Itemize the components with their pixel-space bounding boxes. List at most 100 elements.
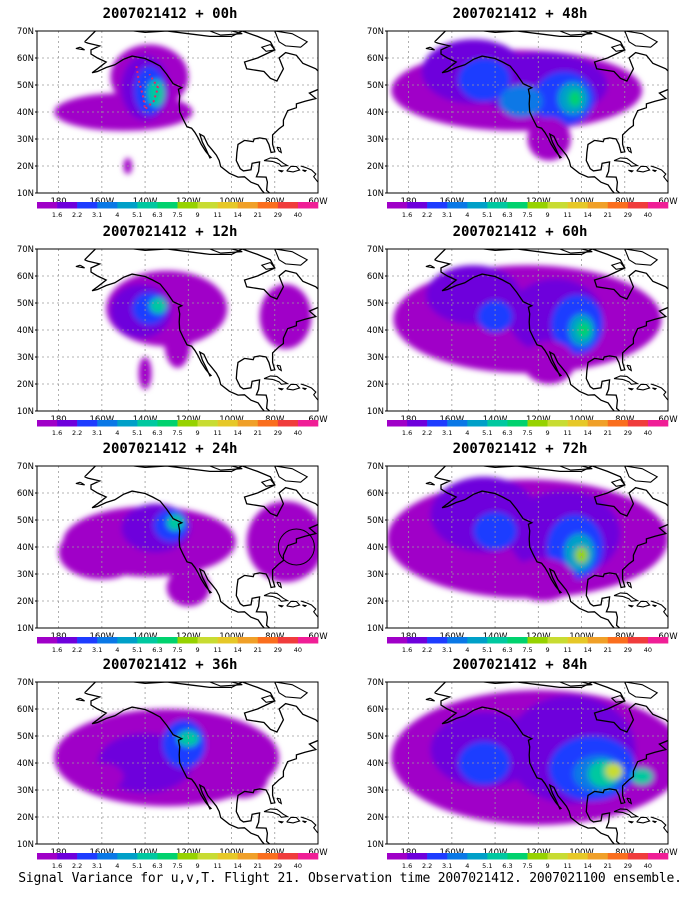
colorbar-label: 2.2 — [422, 429, 432, 437]
lat-tick-label: 10N — [17, 840, 34, 850]
lat-tick-label: 10N — [17, 189, 34, 199]
colorbar-label: 14 — [234, 211, 242, 219]
colorbar-swatch — [587, 853, 609, 860]
colorbar-swatch — [427, 853, 448, 860]
variance-contour — [477, 300, 513, 333]
lat-tick-label: 20N — [17, 380, 34, 390]
map-panel-24h: 2007021412 + 24h10N20N30N40N50N60N70N180… — [0, 441, 340, 656]
colorbar-swatch — [467, 202, 488, 209]
colorbar-label: 21 — [604, 429, 612, 437]
variance-contour — [246, 501, 318, 583]
colorbar-label: 3.1 — [92, 429, 102, 437]
lat-tick-label: 30N — [17, 570, 34, 580]
colorbar-label: 4 — [465, 211, 469, 219]
colorbar-swatch — [37, 202, 58, 209]
colorbar-swatch — [487, 202, 508, 209]
colorbar-label: 2.2 — [422, 646, 432, 654]
colorbar-label: 21 — [604, 646, 612, 654]
variance-contour — [216, 754, 269, 799]
panel-title: 2007021412 + 48h — [452, 6, 588, 22]
colorbar-label: 21 — [604, 211, 612, 219]
colorbar-label: 11 — [214, 862, 222, 870]
colorbar-swatch — [587, 202, 609, 209]
colorbar-label: 6.3 — [152, 429, 162, 437]
colorbar-swatch — [627, 853, 649, 860]
lat-tick-label: 50N — [367, 81, 384, 91]
colorbar-label: 9 — [196, 862, 200, 870]
lat-tick-label: 10N — [367, 189, 384, 199]
lat-tick-label: 50N — [367, 732, 384, 742]
colorbar-label: 29 — [624, 211, 632, 219]
colorbar-swatch — [157, 202, 178, 209]
colorbar-label: 40 — [644, 646, 652, 654]
lat-tick-label: 50N — [17, 299, 34, 309]
colorbar-swatch — [547, 202, 568, 209]
lat-tick-label: 10N — [17, 624, 34, 634]
colorbar-swatch — [137, 420, 158, 427]
lat-tick-label: 50N — [17, 732, 34, 742]
colorbar-swatch — [77, 637, 98, 644]
colorbar-swatch — [77, 202, 98, 209]
lat-tick-label: 40N — [17, 543, 34, 553]
colorbar-swatch — [547, 637, 568, 644]
lat-tick-label: 70N — [17, 462, 34, 472]
colorbar-label: 6.3 — [152, 211, 162, 219]
colorbar-label: 11 — [564, 646, 572, 654]
colorbar-swatch — [237, 853, 259, 860]
colorbar-swatch — [507, 202, 528, 209]
coastline — [84, 466, 318, 628]
colorbar-label: 4 — [115, 646, 119, 654]
lat-tick-label: 70N — [367, 462, 384, 472]
variance-map: 10N20N30N40N50N60N70N180160W140W120W100W… — [17, 245, 328, 437]
colorbar-label: 5.1 — [132, 646, 142, 654]
coastline — [84, 249, 318, 411]
lat-tick-label: 70N — [17, 678, 34, 688]
colorbar-swatch — [297, 202, 319, 209]
colorbar-label: 7.5 — [522, 646, 532, 654]
colorbar-swatch — [647, 420, 669, 427]
colorbar-swatch — [117, 202, 138, 209]
map-panel-84h: 2007021412 + 84h10N20N30N40N50N60N70N180… — [350, 657, 690, 872]
colorbar-swatch — [527, 202, 548, 209]
colorbar-label: 9 — [196, 646, 200, 654]
colorbar-swatch — [387, 202, 408, 209]
colorbar-swatch — [467, 637, 488, 644]
colorbar-swatch — [57, 420, 78, 427]
colorbar-swatch — [607, 853, 629, 860]
variance-contour — [80, 763, 124, 790]
panel-title: 2007021412 + 36h — [102, 657, 238, 673]
variance-contour — [458, 741, 511, 785]
colorbar-swatch — [117, 853, 138, 860]
variance-contour — [605, 763, 623, 780]
colorbar-label: 7.5 — [172, 429, 182, 437]
colorbar-swatch — [157, 637, 178, 644]
map-panel-72h: 2007021412 + 72h10N20N30N40N50N60N70N180… — [350, 441, 690, 656]
lat-tick-label: 60N — [367, 272, 384, 282]
colorbar-swatch — [257, 202, 279, 209]
lat-tick-label: 30N — [17, 135, 34, 145]
colorbar-swatch — [157, 853, 178, 860]
lat-tick-label: 30N — [367, 135, 384, 145]
variance-map: 10N20N30N40N50N60N70N180160W140W120W100W… — [17, 678, 328, 870]
colorbar-label: 21 — [254, 646, 262, 654]
colorbar-swatch — [407, 202, 428, 209]
panel-title: 2007021412 + 24h — [102, 441, 238, 457]
colorbar-label: 40 — [294, 429, 302, 437]
colorbar-swatch — [567, 420, 589, 427]
colorbar-label: 9 — [546, 646, 550, 654]
colorbar-swatch — [587, 637, 609, 644]
colorbar-swatch — [567, 202, 589, 209]
lat-tick-label: 10N — [367, 840, 384, 850]
colorbar-swatch — [117, 420, 138, 427]
lat-tick-label: 60N — [17, 54, 34, 64]
colorbar-swatch — [197, 202, 218, 209]
colorbar-swatch — [97, 420, 118, 427]
variance-map: 10N20N30N40N50N60N70N180160W140W120W100W… — [367, 245, 678, 437]
colorbar-swatch — [647, 637, 669, 644]
lat-tick-label: 20N — [367, 813, 384, 823]
colorbar-label: 29 — [624, 862, 632, 870]
colorbar-swatch — [77, 420, 98, 427]
variance-map: 10N20N30N40N50N60N70N180160W140W120W100W… — [17, 462, 328, 654]
lat-tick-label: 70N — [367, 27, 384, 37]
colorbar-label: 2.2 — [72, 862, 82, 870]
